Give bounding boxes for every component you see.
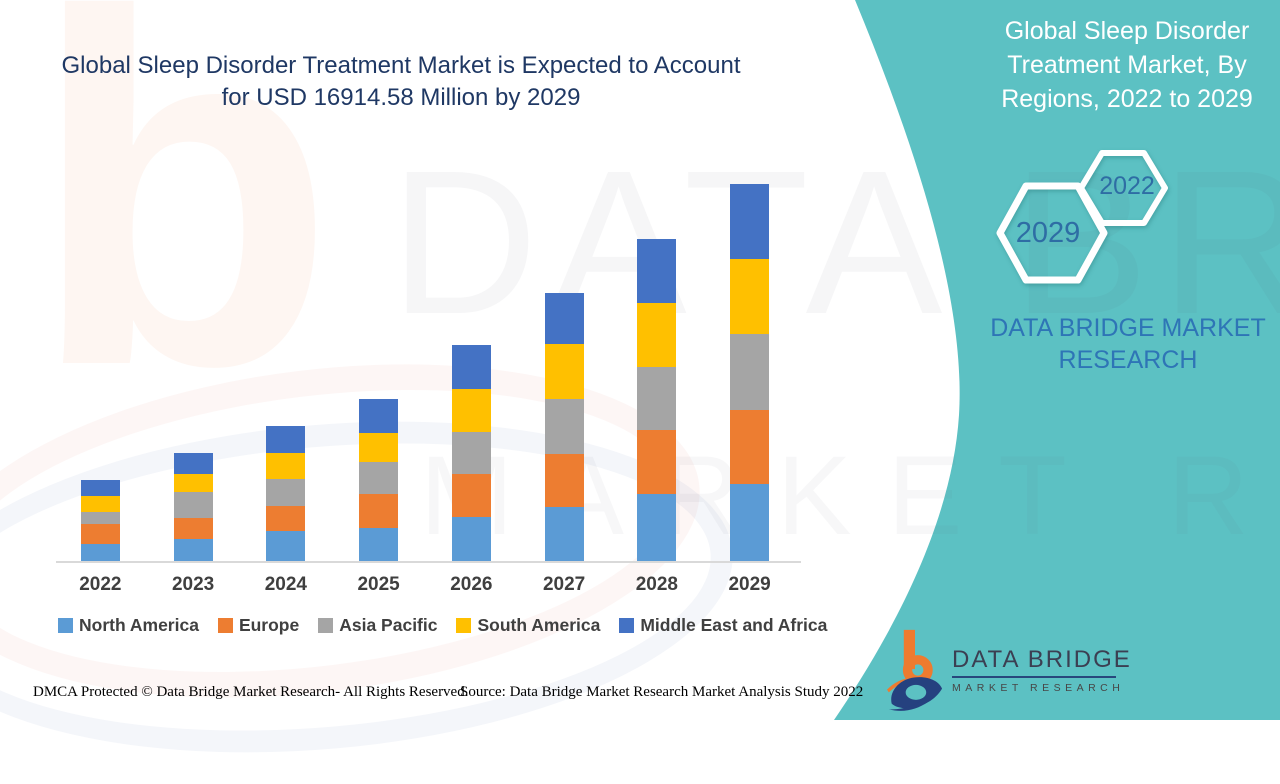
bar-segment-2022-europe <box>80 524 120 544</box>
bar-segment-2025-south-america <box>359 433 399 462</box>
bar-segment-2023-europe <box>173 518 213 539</box>
bar-segment-2028-middle-east-and-africa <box>637 239 677 303</box>
bar-segment-2025-north-america <box>359 528 399 561</box>
legend-marker <box>217 618 233 633</box>
x-axis-label-2026: 2026 <box>450 574 493 595</box>
bar-2028 <box>637 170 677 561</box>
bar-segment-2029-north-america <box>730 484 770 561</box>
legend-item-south-america: South America <box>456 615 600 636</box>
x-axis-labels: 2022 2023 2024 2025 2026 2027 2028 2029 <box>54 574 796 600</box>
x-axis-label-2022: 2022 <box>79 574 122 595</box>
bar-segment-2022-asia-pacific <box>80 512 120 524</box>
bar-segment-2024-europe <box>266 506 306 531</box>
bar-segment-2029-asia-pacific <box>730 334 770 410</box>
databridge-logo-text: DATA BRIDGE MARKET RESEARCH <box>952 645 1132 694</box>
bar-segment-2026-middle-east-and-africa <box>451 345 491 389</box>
bar-segment-2027-south-america <box>544 344 584 399</box>
legend-label: South America <box>477 615 601 635</box>
bar-segment-2023-south-america <box>173 474 213 492</box>
bar-segment-2028-europe <box>637 430 677 494</box>
x-axis-label-2028: 2028 <box>635 574 679 595</box>
side-panel-title: Global Sleep Disorder Treatment Market, … <box>983 14 1271 116</box>
side-panel-title-line3: Regions, 2022 to 2029 <box>1001 85 1253 113</box>
dmca-notice: DMCA Protected © Data Bridge Market Rese… <box>33 684 469 700</box>
bar-segment-2022-north-america <box>80 544 120 561</box>
legend-label: Europe <box>238 615 300 635</box>
bar-2027 <box>544 170 584 561</box>
side-panel-title-line1: Global Sleep Disorder <box>1004 17 1250 45</box>
databridge-logo-rule <box>952 675 1116 678</box>
bar-segment-2023-asia-pacific <box>173 492 213 518</box>
bar-segment-2024-south-america <box>266 453 306 479</box>
x-axis-label-2023: 2023 <box>171 574 215 595</box>
bar-segment-2026-asia-pacific <box>451 432 491 474</box>
bar-segment-2024-middle-east-and-africa <box>266 426 306 453</box>
bar-segment-2025-asia-pacific <box>359 462 399 494</box>
brand-name-text: DATA BRIDGE MARKET RESEARCH <box>987 312 1269 376</box>
legend-item-north-america: North America <box>58 615 199 636</box>
bar-2023 <box>173 170 213 561</box>
databridge-logo: DATA BRIDGE MARKET RESEARCH <box>886 628 1132 712</box>
bar-segment-2027-middle-east-and-africa <box>544 293 584 344</box>
source-note: Source: Data Bridge Market Research Mark… <box>460 684 864 700</box>
legend-label: North America <box>79 615 199 635</box>
databridge-logo-subtitle: MARKET RESEARCH <box>952 681 1125 694</box>
legend-item-europe: Europe <box>217 615 300 636</box>
bar-segment-2027-europe <box>544 454 584 507</box>
brand-name-line2: RESEARCH <box>1058 346 1198 374</box>
chart-legend: North America Europe Asia Pacific South Ame… <box>58 615 828 636</box>
bar-segment-2026-south-america <box>451 389 491 432</box>
bar-segment-2023-middle-east-and-africa <box>173 453 213 474</box>
legend-marker <box>58 618 73 633</box>
legend-marker <box>318 618 334 633</box>
bar-segment-2027-asia-pacific <box>544 399 584 454</box>
hexagon-year-2029: 2029 <box>1015 217 1081 249</box>
databridge-logo-title: DATA BRIDGE <box>952 645 1132 673</box>
bar-2026 <box>451 170 491 561</box>
bar-segment-2025-europe <box>359 494 399 528</box>
bar-segment-2024-asia-pacific <box>266 479 306 506</box>
bar-segment-2029-middle-east-and-africa <box>730 184 770 259</box>
bar-2024 <box>266 170 306 561</box>
bar-segment-2027-north-america <box>544 507 584 561</box>
x-axis-label-2024: 2024 <box>264 574 308 595</box>
x-axis-line <box>56 561 801 563</box>
chart-title: Global Sleep Disorder Treatment Market i… <box>38 50 764 114</box>
bar-segment-2026-north-america <box>451 517 491 561</box>
legend-item-middle-east-and-africa: Middle East and Africa <box>619 615 827 636</box>
bar-segment-2029-south-america <box>730 259 770 334</box>
bar-segment-2028-asia-pacific <box>637 367 677 430</box>
brand-name-line1: DATA BRIDGE MARKET <box>990 314 1266 342</box>
side-panel-title-line2: Treatment Market, By <box>1007 51 1247 79</box>
bar-segment-2028-north-america <box>637 494 677 561</box>
bar-2025 <box>359 170 399 561</box>
chart-title-line2: for USD 16914.58 Million by 2029 <box>221 84 581 111</box>
x-axis-label-2029: 2029 <box>728 574 771 595</box>
bar-segment-2029-europe <box>730 410 770 484</box>
bar-2022 <box>80 170 120 561</box>
legend-label: Middle East and Africa <box>640 615 828 635</box>
bar-segment-2028-south-america <box>637 303 677 367</box>
bar-segment-2025-middle-east-and-africa <box>359 399 399 433</box>
x-axis-label-2027: 2027 <box>542 574 586 595</box>
bar-segment-2022-south-america <box>80 496 120 512</box>
bar-segment-2026-europe <box>451 474 491 517</box>
legend-marker <box>619 618 635 633</box>
legend-item-asia-pacific: Asia Pacific <box>318 615 437 636</box>
bar-2029 <box>730 170 770 561</box>
bar-segment-2024-north-america <box>266 531 306 561</box>
bar-segment-2022-middle-east-and-africa <box>80 480 120 496</box>
x-axis-label-2025: 2025 <box>357 574 400 595</box>
chart-title-line1: Global Sleep Disorder Treatment Market i… <box>61 52 741 79</box>
legend-marker <box>456 618 472 633</box>
bar-segment-2023-north-america <box>173 539 213 561</box>
hexagon-year-2022: 2022 <box>1099 172 1155 200</box>
legend-label: Asia Pacific <box>339 615 438 635</box>
bar-chart-plot-area <box>54 170 796 561</box>
databridge-b-icon <box>887 629 943 711</box>
